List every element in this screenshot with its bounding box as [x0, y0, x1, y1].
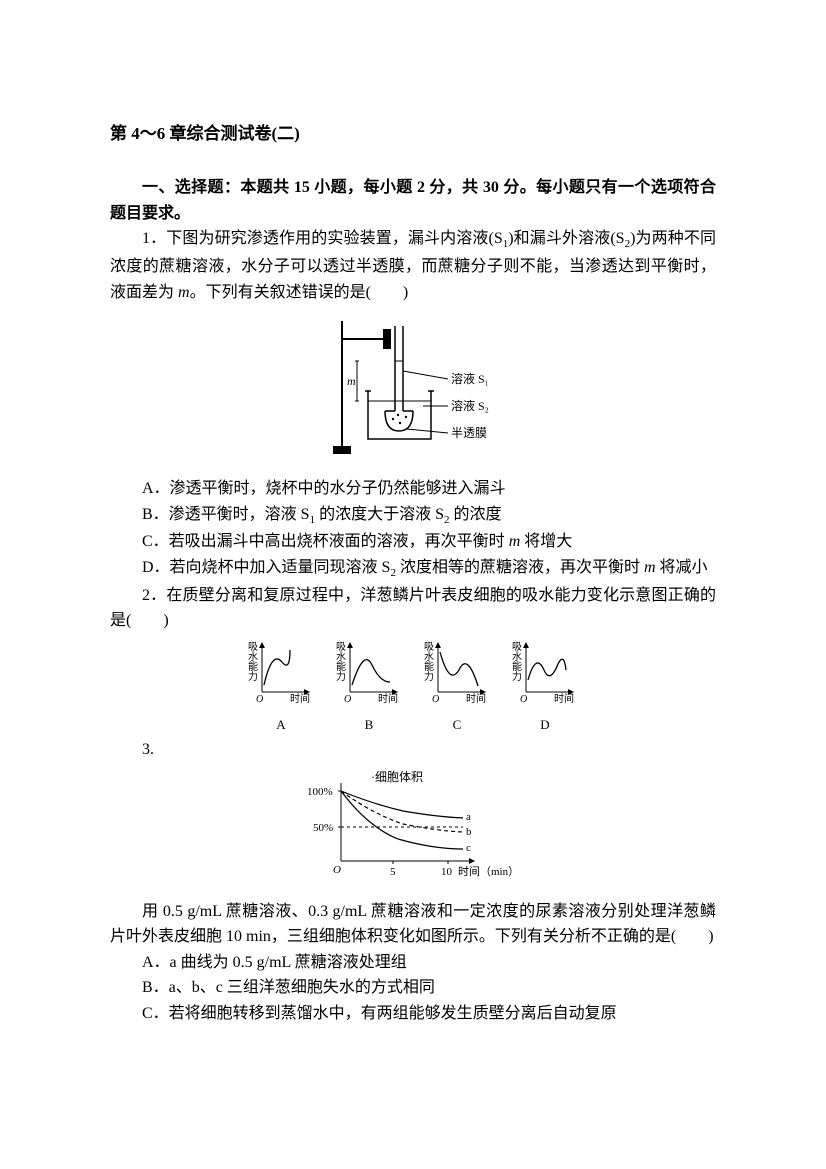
q2-label-b: B: [334, 715, 404, 736]
fig1-label-s2: 溶液 S₂: [451, 398, 489, 413]
q1-text-2: )和漏斗外溶液(S: [508, 230, 624, 247]
svg-text:力: 力: [512, 670, 522, 683]
q1-m: m: [178, 284, 190, 301]
svg-text:O: O: [333, 864, 341, 876]
svg-text:50%: 50%: [313, 822, 333, 834]
q1-optA: A．渗透平衡时，烧杯中的水分子仍然能够进入漏斗: [110, 476, 716, 502]
q1-text-4: 。下列有关叙述错误的是( ): [190, 284, 409, 301]
svg-text:时间（min）: 时间（min）: [458, 865, 519, 878]
q1-optB: B．渗透平衡时，溶液 S1 的浓度大于溶液 S2 的浓度: [110, 502, 716, 530]
svg-text:时间: 时间: [290, 692, 310, 705]
q3-fig-title: ·细胞体积: [371, 770, 423, 784]
q3-optB: B．a、b、c 三组洋葱细胞失水的方式相同: [110, 975, 716, 1001]
q2-label-c: C: [422, 715, 492, 736]
svg-text:力: 力: [424, 670, 434, 683]
svg-text:c: c: [466, 842, 471, 854]
svg-text:O: O: [520, 694, 527, 705]
q2-chart-d: 吸水能力 O 时间 D: [510, 640, 580, 736]
svg-text:100%: 100%: [307, 786, 333, 798]
svg-text:时间: 时间: [554, 692, 574, 705]
q1-stem: 1．下图为研究渗透作用的实验装置，漏斗内溶液(S1)和漏斗外溶液(S2)为两种不…: [110, 226, 716, 305]
q1-optD: D．若向烧杯中加入适量同现溶液 S2 浓度相等的蔗糖溶液，再次平衡时 m 将减小: [110, 555, 716, 583]
q1-figure: m 溶液 S₁ 溶液 S₂ 半透膜: [110, 311, 716, 470]
fig1-label-mem: 半透膜: [451, 426, 487, 440]
q1-text-1: 1．下图为研究渗透作用的实验装置，漏斗内溶液(S: [142, 230, 503, 247]
svg-text:5: 5: [390, 866, 396, 878]
q2-label-a: A: [246, 715, 316, 736]
section-heading: 一、选择题：本题共 15 小题，每小题 2 分，共 30 分。每小题只有一个选项…: [110, 175, 716, 226]
q2-chart-c: 吸水能力 O 时间 C: [422, 640, 492, 736]
q3-stem: 用 0.5 g/mL 蔗糖溶液、0.3 g/mL 蔗糖溶液和一定浓度的尿素溶液分…: [110, 899, 716, 950]
q3-figure: ·细胞体积 100% 50% a b c 5 10 时间（min） O: [110, 769, 716, 893]
svg-text:O: O: [256, 694, 263, 705]
q2-stem: 2．在质壁分离和复原过程中，洋葱鳞片叶表皮细胞的吸水能力变化示意图正确的是( ): [110, 583, 716, 634]
svg-text:O: O: [432, 694, 439, 705]
page-title: 第 4～6 章综合测试卷(二): [110, 120, 716, 147]
section-head-text: 一、选择题：本题共 15 小题，每小题 2 分，共 30 分。每小题只有一个选项…: [110, 179, 716, 222]
svg-text:时间: 时间: [378, 692, 398, 705]
q3-num: 3.: [110, 737, 716, 763]
svg-text:m: m: [347, 374, 356, 388]
q2-chart-b: 吸水能力 O 时间 B: [334, 640, 404, 736]
svg-text:力: 力: [336, 670, 346, 683]
svg-text:时间: 时间: [466, 692, 486, 705]
svg-text:10: 10: [441, 866, 453, 878]
svg-text:力: 力: [248, 670, 258, 683]
q2-figure: 吸水能力 O 时间 A 吸水能力 O 时间 B 吸水能力 O 时间: [110, 640, 716, 736]
q3-optC: C．若将细胞转移到蒸馏水中，有两组能够发生质壁分离后自动复原: [110, 1001, 716, 1027]
q1-optC: C．若吸出漏斗中高出烧杯液面的溶液，再次平衡时 m 将增大: [110, 529, 716, 555]
fig1-label-s1: 溶液 S₁: [451, 371, 489, 386]
q2-chart-a: 吸水能力 O 时间 A: [246, 640, 316, 736]
svg-text:O: O: [344, 694, 351, 705]
svg-text:a: a: [466, 811, 471, 823]
svg-text:b: b: [466, 826, 472, 838]
q3-optA: A．a 曲线为 0.5 g/mL 蔗糖溶液处理组: [110, 950, 716, 976]
q2-label-d: D: [510, 715, 580, 736]
